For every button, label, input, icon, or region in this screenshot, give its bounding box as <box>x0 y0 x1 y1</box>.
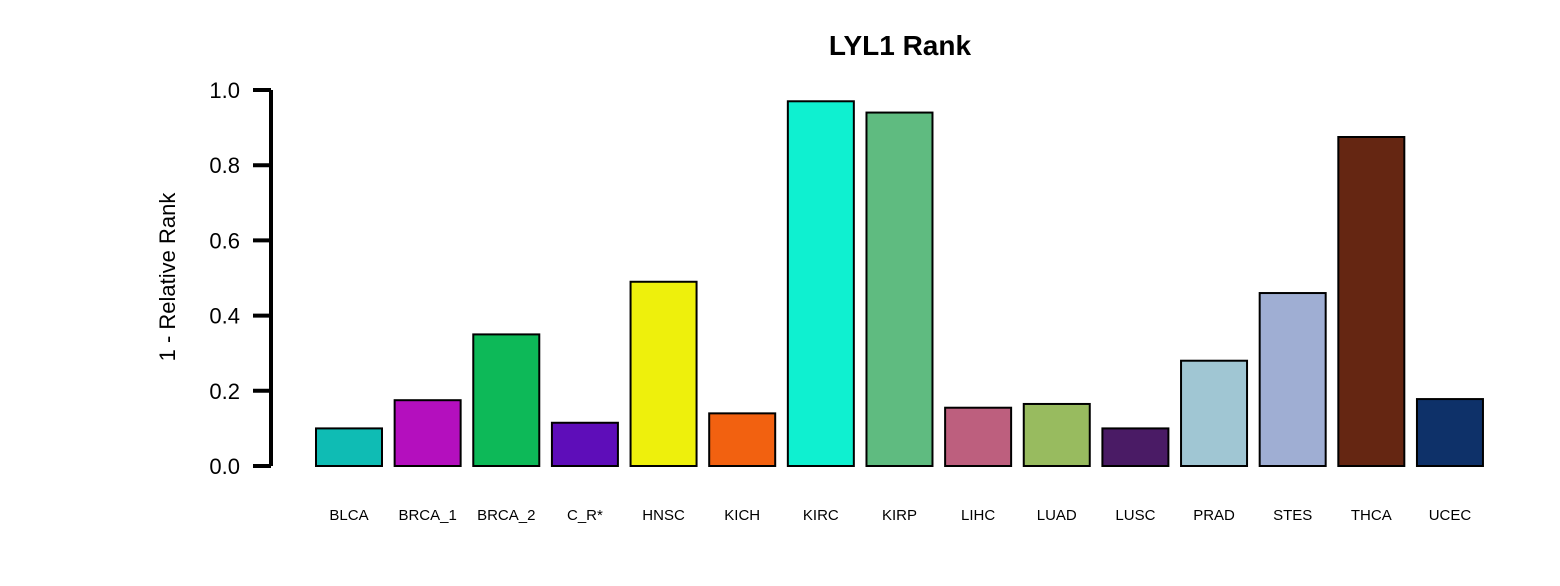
bar-lusc <box>1101 427 1170 467</box>
x-tick-label: HNSC <box>642 507 685 524</box>
bar-c-r <box>550 421 619 468</box>
x-tick-label: KICH <box>724 507 760 524</box>
x-tick-label: C_R* <box>567 507 603 524</box>
x-tick-label: BLCA <box>329 507 368 524</box>
bar-lihc <box>944 406 1013 467</box>
x-tick-label: THCA <box>1351 507 1392 524</box>
x-tick-label: LUAD <box>1037 507 1077 524</box>
x-tick-label: LUSC <box>1115 507 1155 524</box>
bar-thca <box>1337 136 1406 467</box>
x-tick-label: KIRC <box>803 507 839 524</box>
y-tick-label: 0.0 <box>209 454 240 479</box>
x-tick-label: PRAD <box>1193 507 1235 524</box>
bar-brca-2 <box>472 333 541 467</box>
bar-brca-1 <box>393 399 462 468</box>
y-axis: 0.0 0.2 0.4 0.6 0.8 1.0 <box>209 78 273 479</box>
bar-ucec <box>1415 398 1484 467</box>
bar-luad <box>1022 402 1091 467</box>
x-tick-label: KIRP <box>882 507 917 524</box>
x-tick-label: UCEC <box>1429 507 1472 524</box>
x-tick-label: BRCA_1 <box>398 507 456 524</box>
y-tick-label: 0.8 <box>209 153 240 178</box>
bars <box>315 100 1484 468</box>
y-tick-label: 0.4 <box>209 304 240 329</box>
bar-hnsc <box>629 280 698 468</box>
bar-kirc <box>786 100 855 467</box>
bar-prad <box>1180 359 1249 467</box>
y-tick-label: 0.6 <box>209 228 240 253</box>
bar-kirp <box>865 111 934 467</box>
x-tick-label: STES <box>1273 507 1312 524</box>
bar-blca <box>315 427 383 467</box>
bar-kich <box>708 412 777 467</box>
bar-stes <box>1258 292 1327 468</box>
x-axis-labels: BLCA BRCA_1 BRCA_2 C_R* HNSC KICH KIRC KIRP LIHC… <box>329 507 1471 524</box>
chart-title: LYL1 Rank <box>829 30 972 61</box>
x-tick-label: BRCA_2 <box>477 507 535 524</box>
y-axis-label: 1 - Relative Rank <box>155 192 180 362</box>
y-tick-label: 0.2 <box>209 379 240 404</box>
x-tick-label: LIHC <box>961 507 995 524</box>
y-tick-label: 1.0 <box>209 78 240 103</box>
